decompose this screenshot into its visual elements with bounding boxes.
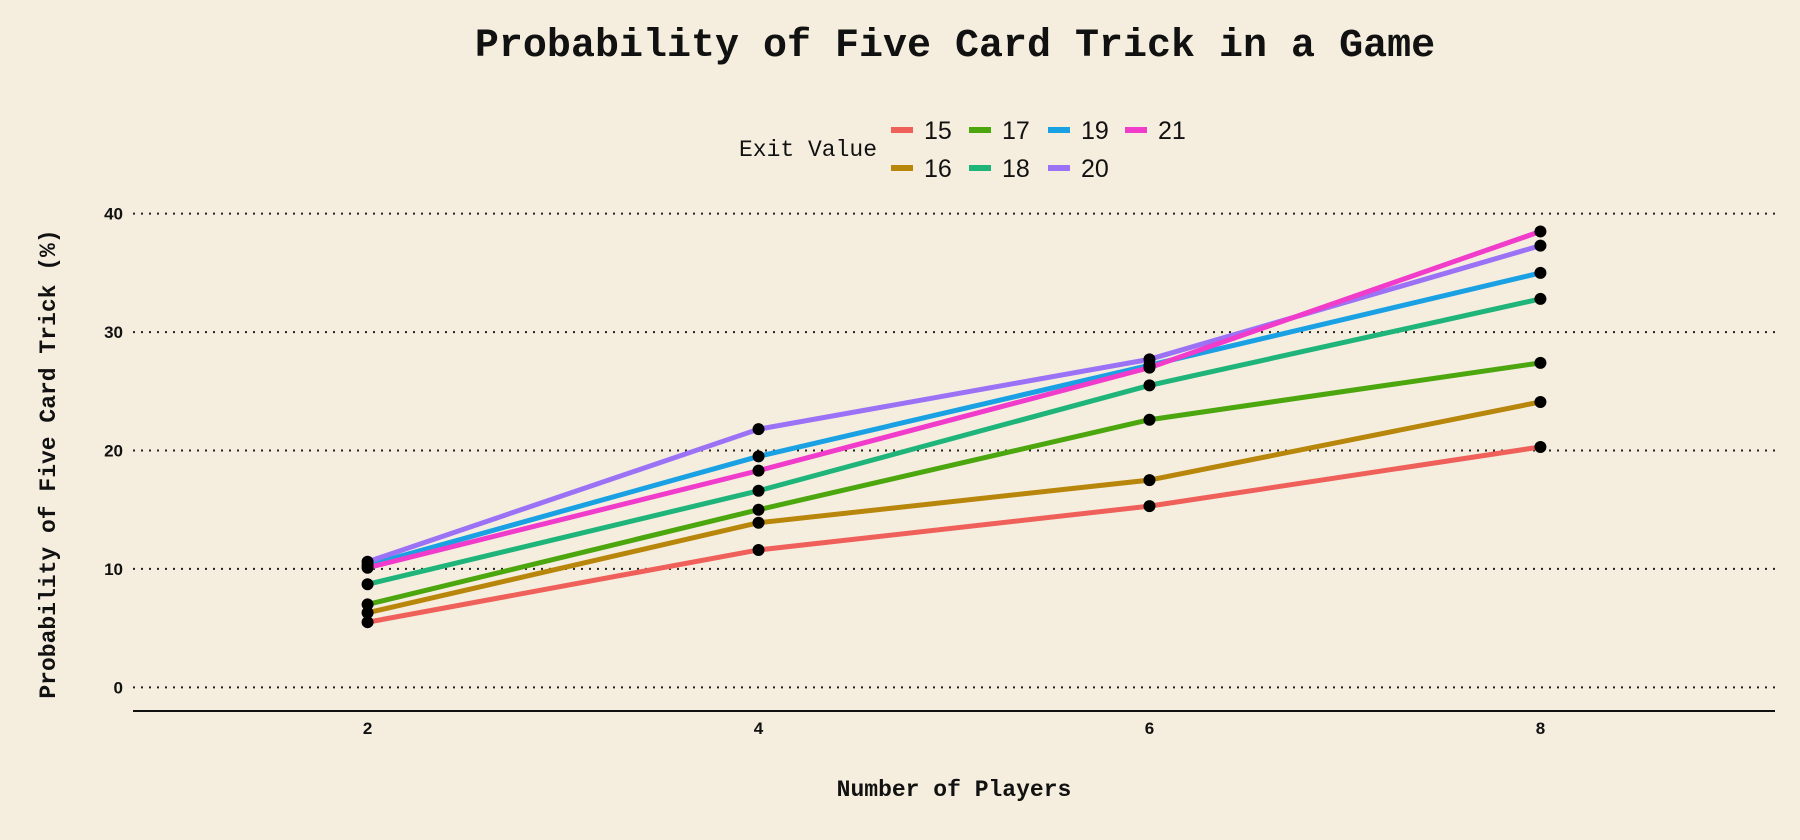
data-point-17 bbox=[1143, 413, 1156, 426]
series-line-21 bbox=[365, 228, 1543, 571]
x-axis-title: Number of Players bbox=[837, 777, 1072, 803]
x-tick-label: 2 bbox=[363, 719, 372, 738]
series-line-18 bbox=[365, 296, 1543, 587]
data-point-18 bbox=[361, 578, 374, 591]
data-point-16 bbox=[752, 516, 765, 529]
y-tick-label: 40 bbox=[104, 205, 123, 224]
legend-label-21: 21 bbox=[1158, 117, 1186, 145]
data-point-21 bbox=[361, 561, 374, 574]
data-point-15 bbox=[752, 543, 765, 556]
y-tick-label: 0 bbox=[114, 678, 123, 697]
data-point-16 bbox=[1143, 474, 1156, 487]
data-point-16 bbox=[1534, 395, 1547, 408]
legend-label-16: 16 bbox=[924, 155, 952, 183]
x-axis-ticks: 2 4 6 8 bbox=[363, 719, 1545, 738]
legend-label-18: 18 bbox=[1002, 155, 1030, 183]
y-tick-label: 20 bbox=[104, 442, 123, 461]
x-tick-label: 8 bbox=[1536, 719, 1545, 738]
series-lines bbox=[365, 228, 1543, 625]
data-point-19 bbox=[1534, 266, 1547, 279]
legend: Exit Value 15 16 17 18 19 20 21 bbox=[739, 117, 1186, 183]
series-line-15 bbox=[365, 444, 1543, 625]
series-line-16 bbox=[365, 399, 1543, 616]
data-point-15 bbox=[1143, 500, 1156, 513]
legend-label-19: 19 bbox=[1081, 117, 1109, 145]
data-point-21 bbox=[1534, 225, 1547, 238]
data-point-15 bbox=[361, 616, 374, 629]
x-tick-label: 6 bbox=[1145, 719, 1154, 738]
legend-label-20: 20 bbox=[1081, 155, 1109, 183]
chart-title: Probability of Five Card Trick in a Game bbox=[475, 24, 1435, 69]
data-point-21 bbox=[752, 464, 765, 477]
data-point-20 bbox=[752, 423, 765, 436]
x-tick-label: 4 bbox=[754, 719, 764, 738]
y-tick-label: 30 bbox=[104, 323, 123, 342]
y-axis-ticks: 0 10 20 30 40 bbox=[104, 205, 123, 698]
data-point-15 bbox=[1534, 440, 1547, 453]
data-point-18 bbox=[752, 484, 765, 497]
y-axis-title: Probability of Five Card Trick (%) bbox=[36, 229, 62, 698]
legend-label-15: 15 bbox=[924, 117, 952, 145]
data-point-18 bbox=[1143, 379, 1156, 392]
series-line-19 bbox=[365, 270, 1543, 568]
series-line-17 bbox=[365, 360, 1543, 607]
data-point-20 bbox=[1143, 353, 1156, 366]
data-point-21 bbox=[1143, 361, 1156, 374]
y-tick-label: 10 bbox=[104, 560, 123, 579]
legend-label-17: 17 bbox=[1002, 117, 1030, 145]
data-point-20 bbox=[1534, 239, 1547, 252]
data-point-19 bbox=[752, 450, 765, 463]
data-point-17 bbox=[361, 598, 374, 611]
legend-title: Exit Value bbox=[739, 137, 877, 163]
data-point-16 bbox=[361, 606, 374, 619]
series-line-20 bbox=[365, 243, 1543, 565]
data-point-17 bbox=[752, 503, 765, 516]
series-points bbox=[361, 225, 1547, 629]
data-point-18 bbox=[1534, 292, 1547, 305]
data-point-17 bbox=[1534, 356, 1547, 369]
